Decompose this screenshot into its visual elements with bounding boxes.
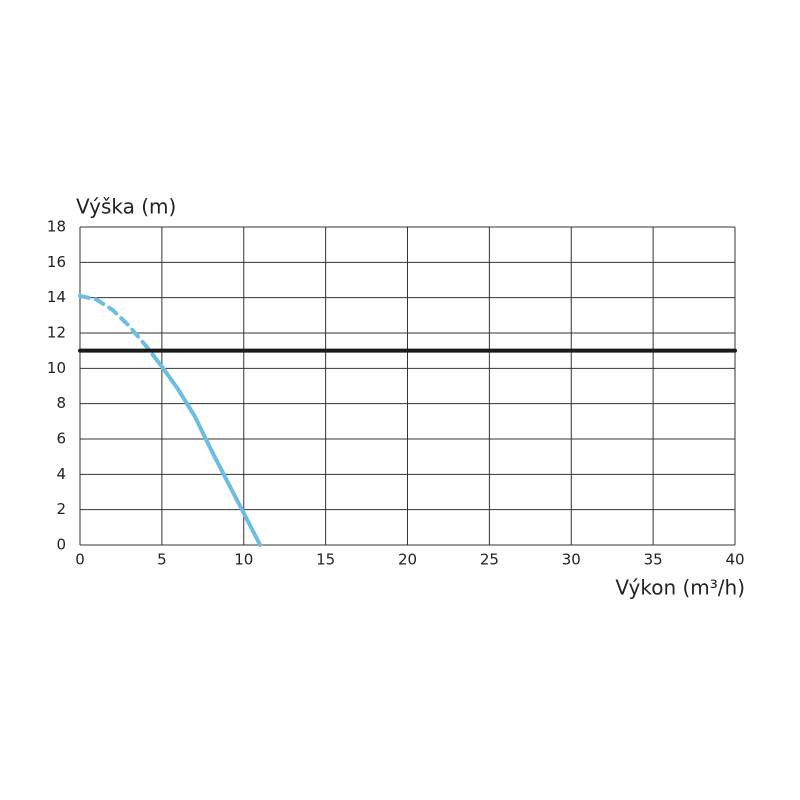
y-tick-label: 2 <box>56 500 66 518</box>
y-tick-label: 10 <box>47 359 66 377</box>
y-tick-label: 16 <box>47 253 66 271</box>
y-tick-label: 8 <box>56 394 66 412</box>
x-tick-label: 25 <box>480 551 499 569</box>
y-tick-label: 14 <box>47 288 66 306</box>
y-tick-label: 0 <box>56 536 66 554</box>
y-tick-label: 4 <box>56 465 66 483</box>
series-line <box>78 293 156 358</box>
y-tick-label: 12 <box>47 324 66 342</box>
x-tick-label: 35 <box>644 551 663 569</box>
y-axis-label: Výška (m) <box>76 195 176 219</box>
x-tick-label: 20 <box>398 551 417 569</box>
x-tick-label: 5 <box>157 551 167 569</box>
x-tick-label: 0 <box>75 551 85 569</box>
x-tick-label: 40 <box>725 551 744 569</box>
y-tick-label: 6 <box>56 430 66 448</box>
series-line <box>151 353 263 547</box>
x-axis-label: Výkon (m³/h) <box>615 576 745 600</box>
x-tick-label: 10 <box>234 551 253 569</box>
x-tick-label: 30 <box>562 551 581 569</box>
y-tick-label: 18 <box>47 218 66 236</box>
x-tick-label: 15 <box>316 551 335 569</box>
